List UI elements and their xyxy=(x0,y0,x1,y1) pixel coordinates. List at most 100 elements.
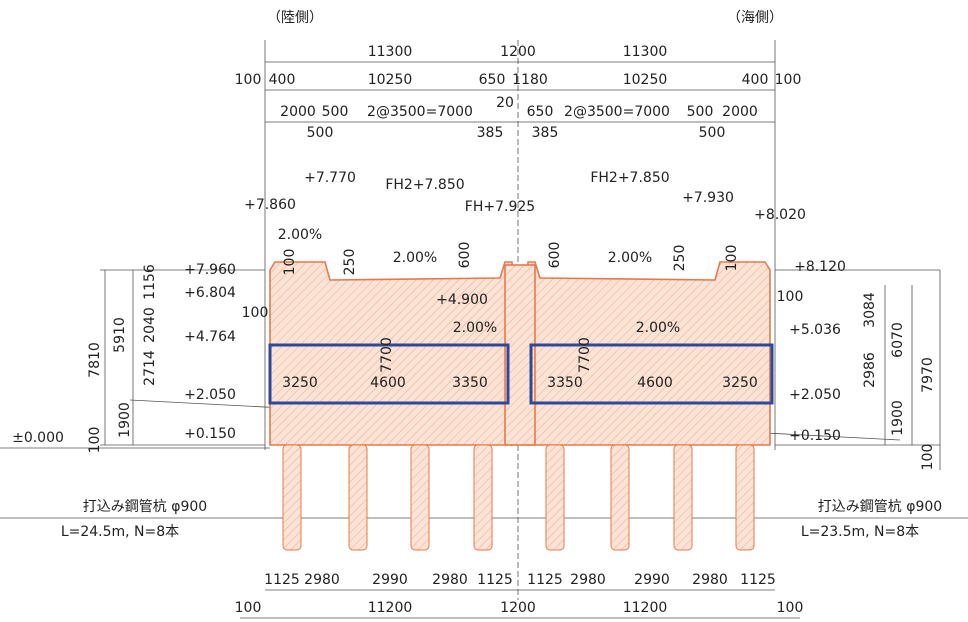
label: 3084 xyxy=(862,292,878,328)
label: 500 xyxy=(307,125,334,141)
label: 11200 xyxy=(623,600,668,616)
label: 11300 xyxy=(368,44,413,60)
label: 100 xyxy=(235,600,262,616)
label: 1156 xyxy=(142,264,158,300)
label: 100 xyxy=(775,72,802,88)
label: 600 xyxy=(547,242,563,269)
label: 100 xyxy=(235,72,262,88)
label: 2040 xyxy=(142,307,158,343)
highlight-box xyxy=(529,343,774,405)
label: 3250 xyxy=(282,375,318,391)
label: L=23.5m, N=8本 xyxy=(801,524,919,540)
highlight-box xyxy=(268,343,510,405)
label: +4.900 xyxy=(436,292,488,308)
label: 100 xyxy=(920,444,936,471)
label: 1900 xyxy=(890,400,906,436)
label: FH2+7.850 xyxy=(590,170,669,186)
label: 500 xyxy=(687,104,714,120)
label: FH2+7.850 xyxy=(385,177,464,193)
pile xyxy=(348,444,368,551)
label: 7700 xyxy=(379,337,395,373)
label: 3250 xyxy=(722,375,758,391)
label: +6.804 xyxy=(184,285,236,301)
pile xyxy=(610,444,630,551)
label: 600 xyxy=(457,242,473,269)
label: （海側） xyxy=(727,10,783,26)
label: 11300 xyxy=(623,44,668,60)
label: 100 xyxy=(777,289,804,305)
label: 500 xyxy=(322,104,349,120)
label: +2.050 xyxy=(184,387,236,403)
label: 1900 xyxy=(117,402,133,438)
label: 400 xyxy=(269,72,296,88)
label: 100 xyxy=(282,249,298,276)
label: 385 xyxy=(477,125,504,141)
label: +2.050 xyxy=(789,387,841,403)
label: 2@3500=7000 xyxy=(367,104,473,120)
label: 650 xyxy=(479,72,506,88)
pile xyxy=(473,444,493,551)
label: +7.960 xyxy=(184,262,236,278)
label: 2.00% xyxy=(278,227,322,243)
label: 4600 xyxy=(370,375,406,391)
label: +7.770 xyxy=(304,170,356,186)
label: 1125 xyxy=(740,572,776,588)
label: 1125 xyxy=(264,572,300,588)
label: 10250 xyxy=(623,72,668,88)
label: 2.00% xyxy=(393,250,437,266)
label: +8.020 xyxy=(754,207,806,223)
label: 100 xyxy=(242,305,269,321)
label: 250 xyxy=(342,249,358,276)
label: 2714 xyxy=(142,350,158,386)
label: 2.00% xyxy=(636,320,680,336)
label: 20 xyxy=(496,95,514,111)
label: 2990 xyxy=(372,572,408,588)
label: 100 xyxy=(724,245,740,272)
label: 500 xyxy=(699,125,726,141)
label: 7970 xyxy=(920,357,936,393)
label: +4.764 xyxy=(184,329,236,345)
label: 100 xyxy=(87,427,103,454)
label: +7.860 xyxy=(244,197,296,213)
label: 11200 xyxy=(368,600,413,616)
label: （陸側） xyxy=(267,10,323,26)
pile xyxy=(545,444,565,551)
label: 打込み鋼管杭 φ900 xyxy=(818,498,942,515)
label: 2986 xyxy=(862,352,878,388)
label: 7810 xyxy=(87,342,103,378)
label: 2980 xyxy=(432,572,468,588)
label: FH+7.925 xyxy=(465,199,535,215)
caissons xyxy=(269,261,771,446)
label: 1200 xyxy=(500,600,536,616)
pile xyxy=(410,444,430,551)
piles xyxy=(282,444,755,551)
label: 6070 xyxy=(890,322,906,358)
label: 250 xyxy=(672,245,688,272)
label: 100 xyxy=(777,600,804,616)
label: 2000 xyxy=(280,104,316,120)
label: +8.120 xyxy=(794,259,846,275)
label: 2000 xyxy=(722,104,758,120)
label: 2.00% xyxy=(453,320,497,336)
label: 4600 xyxy=(637,375,673,391)
label: +0.150 xyxy=(789,428,841,444)
label: 1180 xyxy=(512,72,548,88)
label: +0.150 xyxy=(184,426,236,442)
pile xyxy=(735,444,755,551)
label: +7.930 xyxy=(682,190,734,206)
label: 3350 xyxy=(452,375,488,391)
label: 2990 xyxy=(634,572,670,588)
pile xyxy=(282,444,302,551)
label: 2@3500=7000 xyxy=(564,104,670,120)
label: 650 xyxy=(527,104,554,120)
label: 385 xyxy=(532,125,559,141)
label: 3350 xyxy=(547,375,583,391)
pile xyxy=(673,444,693,551)
label: 2980 xyxy=(570,572,606,588)
label: 5910 xyxy=(112,317,128,353)
label: 2.00% xyxy=(608,250,652,266)
label: L=24.5m, N=8本 xyxy=(61,524,179,540)
label: 400 xyxy=(742,72,769,88)
label: ±0.000 xyxy=(12,430,64,446)
